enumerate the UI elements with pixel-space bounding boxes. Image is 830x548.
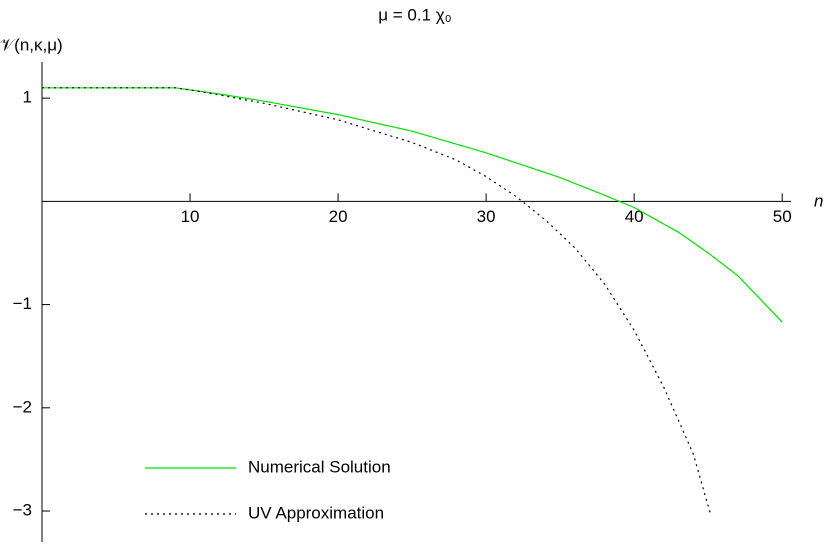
x-tick-label: 40	[625, 207, 644, 226]
x-tick-label: 20	[329, 207, 348, 226]
chart-title: μ = 0.1 χ₀	[378, 5, 452, 24]
y-tick-label: −1	[13, 294, 32, 313]
series-line	[42, 87, 783, 323]
legend-label: UV Approximation	[248, 503, 384, 522]
x-tick-label: 50	[773, 207, 792, 226]
y-axis-label: 𝒱(n,κ,μ)	[0, 35, 63, 54]
x-axis-label: n	[814, 191, 823, 210]
x-tick-label: 10	[181, 207, 200, 226]
y-tick-label: 1	[23, 88, 32, 107]
y-tick-label: −3	[13, 501, 32, 520]
y-tick-label: −2	[13, 397, 32, 416]
legend-label: Numerical Solution	[248, 457, 391, 476]
series-line	[42, 87, 712, 517]
x-tick-label: 30	[477, 207, 496, 226]
